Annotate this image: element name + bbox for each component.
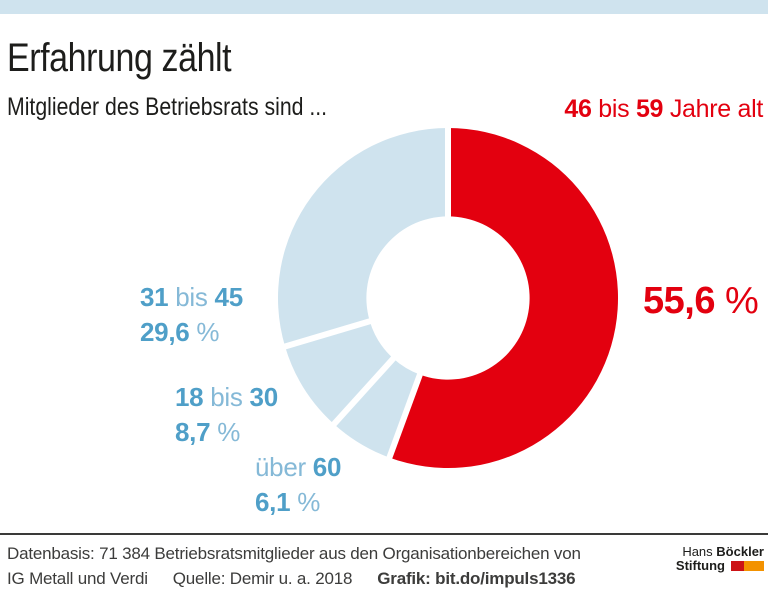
slice-separator (329, 353, 399, 430)
footer-divider (0, 533, 768, 535)
logo-hans: Hans (682, 544, 713, 559)
logo-color-bar (731, 559, 764, 572)
page-title: Erfahrung zählt (7, 36, 232, 80)
highlight-age-label: 46 bis 59 Jahre alt (564, 94, 763, 124)
highlight-num2: 59 (635, 95, 664, 123)
logo-red-block (731, 561, 744, 571)
donut-chart (277, 126, 619, 469)
top-strip (0, 0, 768, 14)
range-num2: 60 (312, 452, 342, 482)
range-word: über (255, 452, 306, 482)
footer-quelle: Quelle: Demir u. a. 2018 (172, 569, 353, 588)
big-percentage-label: 55,6 % (643, 280, 759, 322)
logo-line2: Stiftung (676, 559, 764, 572)
footer-organisations: IG Metall und Verdi (7, 569, 148, 588)
slice-separator (280, 317, 375, 351)
big-percentage-value: 55,6 (643, 280, 715, 322)
big-percentage-sign: % (725, 280, 759, 322)
footer-grafik-link: Grafik: bit.do/impuls1336 (377, 569, 576, 588)
footer-source-line: IG Metall und Verdi Quelle: Demir u. a. 2… (7, 568, 576, 590)
highlight-rest: Jahre alt (669, 95, 763, 123)
logo-stiftung: Stiftung (675, 558, 725, 573)
footer-datenbasis: Datenbasis: 71 384 Betriebsratsmitgliede… (7, 544, 581, 563)
segment-percentage: 8,7 % (175, 415, 278, 450)
segment-label-18-30: 18 bis 30 8,7 % (175, 380, 278, 450)
logo-line1: Hans Böckler (676, 545, 764, 558)
pct-value: 29,6 (140, 317, 190, 347)
highlight-num1: 46 (564, 95, 592, 123)
segment-percentage: 29,6 % (140, 315, 243, 350)
highlight-word: bis (598, 95, 630, 123)
pct-sign: % (196, 317, 220, 347)
slice-separator (385, 369, 425, 463)
pct-sign: % (217, 417, 241, 447)
segment-range: 18 bis 30 (175, 380, 278, 415)
range-num1: 31 (140, 282, 169, 312)
logo-boeckler: Böckler (716, 544, 764, 559)
pct-value: 8,7 (175, 417, 211, 447)
segment-range: über 60 (255, 450, 341, 485)
range-word: bis (210, 382, 243, 412)
pct-value: 6,1 (255, 487, 291, 517)
segment-range: 31 bis 45 (140, 280, 243, 315)
range-num1: 18 (175, 382, 204, 412)
range-num2: 30 (249, 382, 279, 412)
hans-boeckler-logo: Hans Böckler Stiftung (676, 545, 764, 572)
donut-slice-18-30 (285, 321, 394, 425)
range-num2: 45 (214, 282, 244, 312)
segment-label-31-45: 31 bis 45 29,6 % (140, 280, 243, 350)
logo-orange-block (744, 561, 764, 571)
pct-sign: % (297, 487, 321, 517)
page-subtitle: Mitglieder des Betriebsrats sind ... (7, 93, 328, 121)
segment-percentage: 6,1 % (255, 485, 341, 520)
range-word: bis (175, 282, 208, 312)
segment-label-ueber-60: über 60 6,1 % (255, 450, 341, 520)
donut-slice-46-59 (389, 128, 619, 469)
donut-slice-31-45 (277, 128, 448, 347)
